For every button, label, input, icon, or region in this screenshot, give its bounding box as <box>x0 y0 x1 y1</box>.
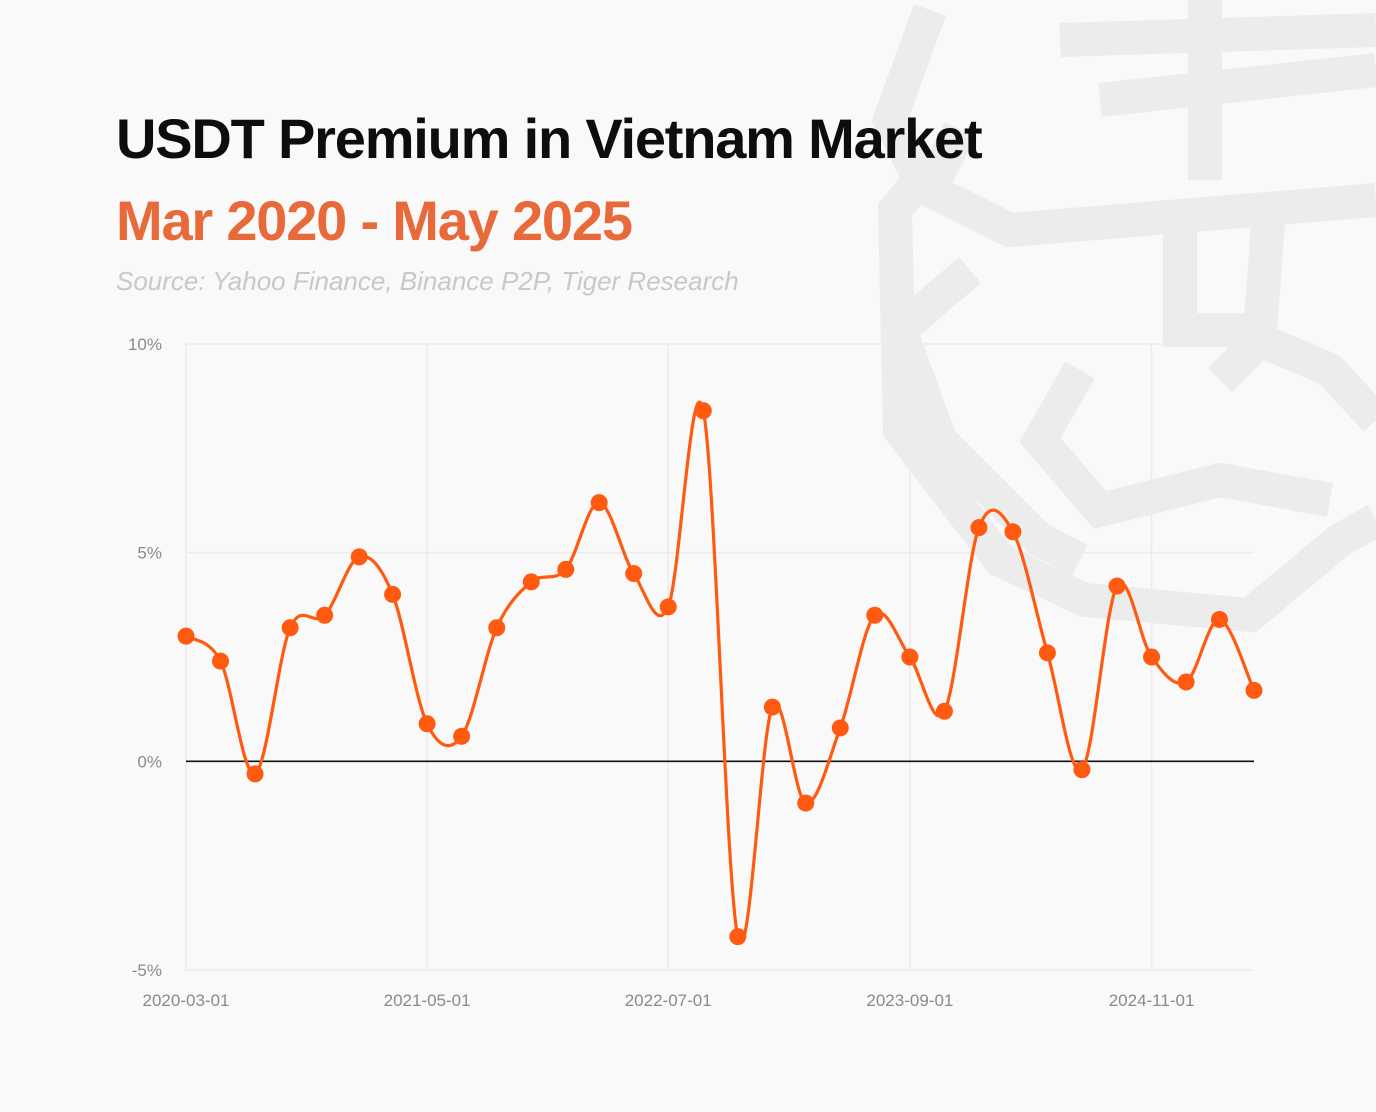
source-note: Source: Yahoo Finance, Binance P2P, Tige… <box>116 266 739 296</box>
data-point <box>1004 523 1022 541</box>
data-point <box>659 598 677 616</box>
x-tick-label: 2022-07-01 <box>625 991 712 1010</box>
data-point <box>453 727 471 745</box>
data-point <box>522 573 540 591</box>
data-point <box>1210 610 1228 628</box>
x-tick-label: 2021-05-01 <box>384 991 471 1010</box>
data-point <box>1073 761 1091 779</box>
data-point <box>557 560 575 578</box>
data-point <box>729 928 747 946</box>
data-point <box>177 627 195 645</box>
data-point <box>281 619 299 637</box>
data-point <box>384 585 402 603</box>
x-tick-label: 2023-09-01 <box>866 991 953 1010</box>
y-tick-label: 0% <box>137 752 162 771</box>
data-point <box>316 606 334 624</box>
y-tick-label: -5% <box>132 961 162 980</box>
y-tick-label: 5% <box>137 544 162 563</box>
data-point <box>246 765 264 783</box>
chart-title: USDT Premium in Vietnam Market <box>116 107 983 170</box>
data-point <box>212 652 230 670</box>
data-point <box>1245 681 1263 699</box>
data-point <box>866 606 884 624</box>
data-point <box>1177 673 1195 691</box>
series-line <box>185 400 1256 945</box>
chart-subtitle: Mar 2020 - May 2025 <box>116 189 633 252</box>
data-point <box>694 402 712 420</box>
x-tick-label: 2020-03-01 <box>143 991 230 1010</box>
data-point <box>1143 648 1161 666</box>
data-point <box>763 698 781 716</box>
data-point <box>488 619 506 637</box>
data-point <box>1108 577 1126 595</box>
data-point <box>625 565 643 583</box>
data-point <box>901 648 919 666</box>
data-point <box>831 719 849 737</box>
data-point <box>590 494 608 512</box>
data-point <box>350 548 368 566</box>
data-point <box>970 519 988 537</box>
data-point <box>1038 644 1056 662</box>
data-point <box>797 794 815 812</box>
data-point <box>935 702 953 720</box>
data-point <box>418 715 436 733</box>
x-tick-label: 2024-11-01 <box>1109 991 1195 1010</box>
y-tick-label: 10% <box>128 335 162 354</box>
